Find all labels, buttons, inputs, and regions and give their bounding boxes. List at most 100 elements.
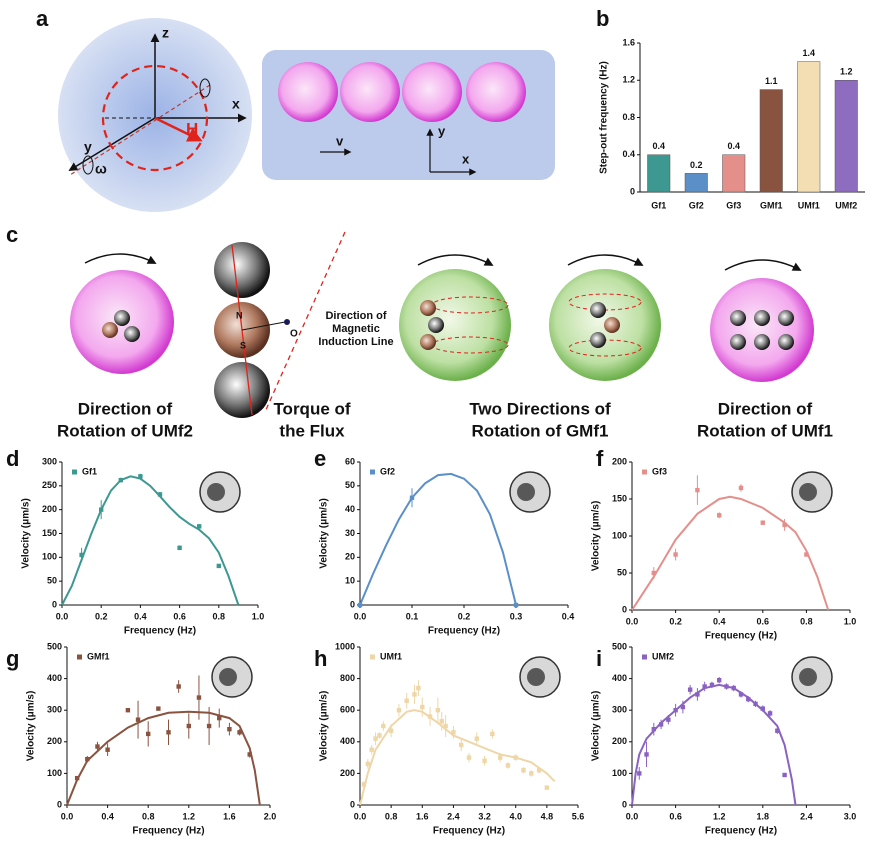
data-point	[767, 711, 773, 716]
data-point	[443, 723, 448, 729]
value-label: 0.4	[727, 141, 740, 151]
data-point	[135, 717, 141, 722]
nanoparticle	[590, 332, 606, 348]
x-tick-label: Gf3	[726, 200, 741, 210]
axis-y	[68, 117, 156, 171]
x-tick-label: 0.6	[757, 616, 770, 626]
data-point	[439, 719, 444, 724]
value-label: 0.4	[652, 141, 665, 151]
data-point	[138, 474, 143, 479]
annotation: Magnetic	[332, 323, 380, 335]
data-point	[409, 495, 415, 500]
x-tick-label: 0.8	[385, 811, 398, 821]
data-point	[99, 507, 104, 512]
y-axis-label: Velocity (μm/s)	[21, 498, 32, 569]
x-tick-label: GMf1	[760, 200, 783, 210]
data-point	[738, 692, 744, 697]
data-point	[536, 768, 542, 773]
data-point	[666, 717, 671, 722]
y-tick-label: 1.2	[622, 75, 635, 85]
data-point	[637, 771, 642, 776]
fit-line	[66, 710, 261, 806]
rotation-mark	[199, 78, 211, 98]
rotation-arrow	[567, 254, 644, 266]
data-point	[125, 708, 131, 713]
panel-label: h	[314, 646, 327, 671]
x-axis-label: Frequency (Hz)	[132, 826, 204, 837]
nanoparticle	[604, 317, 620, 333]
data-point	[216, 563, 221, 569]
x-tick-label: 1.2	[183, 811, 196, 821]
legend-marker	[370, 654, 375, 660]
x-tick-label: 3.2	[478, 811, 491, 821]
data-point	[197, 524, 202, 529]
x-tick-label: 1.0	[844, 616, 857, 626]
value-label: 1.1	[765, 76, 778, 86]
panel-label: d	[6, 446, 19, 471]
x-tick-label: 1.6	[416, 811, 429, 821]
caption: Direction of	[718, 399, 813, 418]
y-tick-label: 250	[42, 480, 57, 490]
y-tick-label: 400	[340, 736, 355, 746]
data-point	[95, 744, 100, 749]
data-point	[227, 726, 232, 732]
data-point	[373, 736, 378, 741]
data-point	[775, 728, 780, 733]
y-axis-label: Velocity (μm/s)	[591, 501, 602, 572]
y-tick-label: 300	[42, 456, 57, 466]
panel-label: c	[6, 222, 18, 247]
data-point	[717, 677, 722, 683]
data-point	[738, 485, 744, 491]
fit-line	[631, 683, 797, 806]
x-tick-label: UMf1	[798, 200, 820, 210]
x-tick-label: 0.0	[61, 811, 74, 821]
nanoparticle	[114, 310, 130, 326]
y-tick-label: 50	[617, 567, 627, 577]
y-tick-label: 60	[345, 456, 355, 466]
y-tick-label: 400	[612, 673, 627, 683]
x-tick-label: 0.2	[669, 616, 682, 626]
data-point	[435, 708, 441, 713]
inset-image	[527, 668, 545, 686]
rotation-arrow	[724, 259, 802, 271]
data-point	[369, 747, 374, 752]
x-tick-label: 0.6	[669, 811, 682, 821]
x-tick-label: 4.8	[541, 811, 554, 821]
y-tick-label: 1.6	[622, 37, 635, 47]
fit-line	[61, 475, 240, 606]
rotation-mark	[82, 155, 94, 175]
y-tick-label: 400	[47, 673, 62, 683]
nanoparticle	[420, 334, 436, 350]
particle	[340, 62, 400, 122]
legend-label: Gf2	[380, 466, 395, 476]
legend-marker	[77, 654, 82, 660]
data-point	[381, 723, 386, 729]
y-tick-label: 0	[622, 799, 627, 809]
data-point	[497, 755, 503, 760]
x-tick-label: 2.4	[800, 811, 813, 821]
data-point	[651, 726, 656, 732]
data-point	[529, 771, 534, 776]
h-vector	[154, 116, 203, 142]
data-point	[361, 782, 367, 787]
rotation-arrow	[84, 253, 157, 264]
data-point	[673, 708, 678, 713]
torque-sphere	[214, 362, 270, 418]
bar	[647, 154, 671, 193]
x-tick-label: 0.8	[142, 811, 155, 821]
data-point	[482, 758, 487, 763]
data-point	[105, 747, 110, 752]
torque-arm	[241, 321, 286, 331]
y-tick-label: 150	[612, 493, 627, 503]
caption: the Flux	[279, 421, 345, 440]
y-tick-label: 0	[350, 599, 355, 609]
caption: Rotation of GMf1	[472, 421, 609, 440]
caption: Rotation of UMf2	[57, 421, 193, 440]
fit-line	[359, 472, 517, 606]
data-point	[176, 684, 181, 689]
data-point	[651, 570, 656, 576]
y-tick-label: 300	[612, 705, 627, 715]
data-point	[79, 552, 84, 558]
x-tick-label: 0.2	[95, 611, 108, 621]
